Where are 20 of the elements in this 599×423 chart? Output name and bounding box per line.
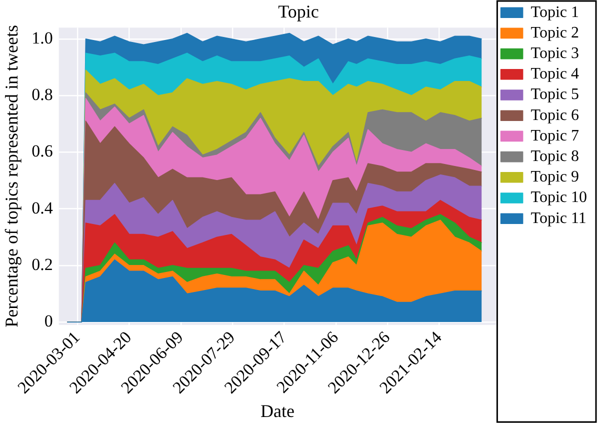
y-tick-label: 0.2 bbox=[32, 254, 53, 274]
legend-label: Topic 2 bbox=[530, 24, 579, 42]
legend-label: Topic 6 bbox=[530, 106, 579, 124]
y-tick-label: 0.4 bbox=[32, 198, 54, 218]
y-axis-title: Percentage of topics represented in tweets bbox=[2, 25, 22, 328]
legend-label: Topic 5 bbox=[530, 86, 579, 104]
legend-label: Topic 3 bbox=[530, 45, 579, 62]
legend-label: Topic 1 bbox=[530, 4, 579, 21]
legend-label: Topic 4 bbox=[530, 66, 579, 83]
legend-label: Topic 7 bbox=[530, 127, 579, 144]
legend-label: Topic 9 bbox=[530, 168, 579, 186]
legend-label: Topic 8 bbox=[530, 148, 579, 166]
legend-label: Topic 10 bbox=[530, 189, 587, 206]
y-tick-label: 0 bbox=[44, 312, 53, 331]
y-tick-label: 1.0 bbox=[32, 28, 53, 48]
y-tick-label: 0.8 bbox=[32, 85, 53, 104]
y-tick-label: 0.6 bbox=[32, 142, 53, 161]
x-axis-title: Date bbox=[260, 400, 295, 421]
legend-label: Topic 11 bbox=[530, 210, 586, 227]
chart-title: Topic bbox=[278, 2, 319, 22]
